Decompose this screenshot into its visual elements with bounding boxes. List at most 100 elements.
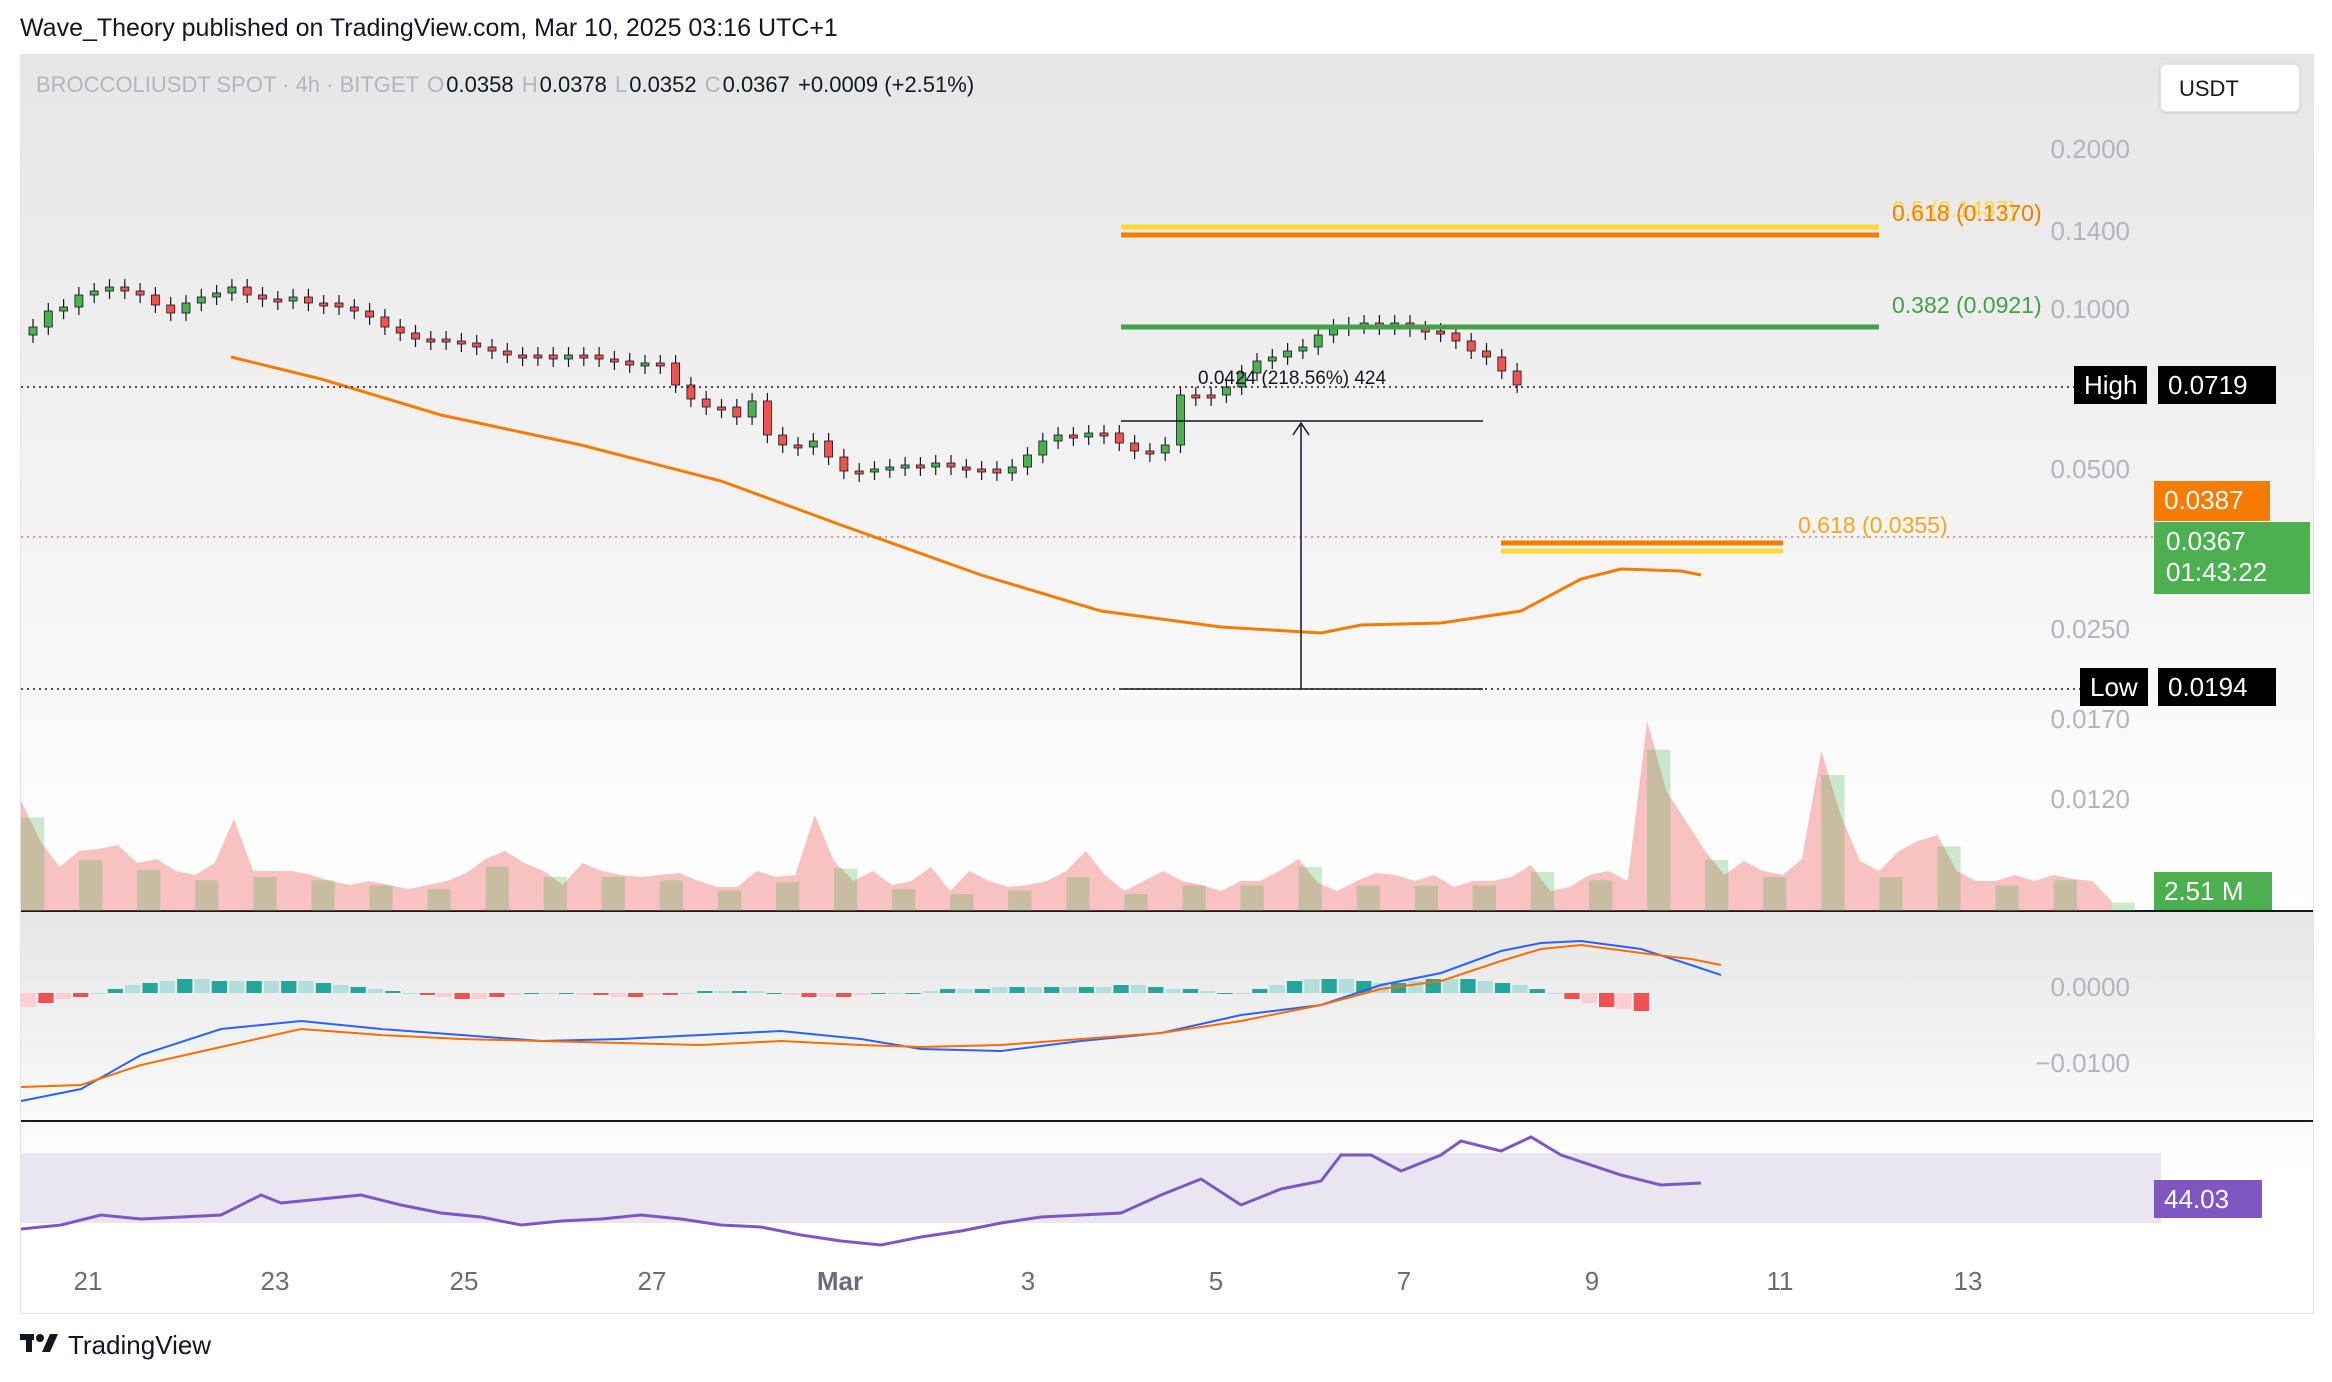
- macd-histogram-bar: [1009, 987, 1025, 993]
- candle-body: [227, 286, 237, 294]
- candle-body: [1114, 432, 1124, 444]
- macd-histogram-bar: [836, 993, 852, 997]
- macd-histogram-bar: [870, 993, 886, 994]
- macd-histogram-bar: [1026, 987, 1042, 993]
- candle-body: [1313, 334, 1323, 348]
- time-axis-label: 27: [637, 1266, 667, 1296]
- candle-body: [319, 302, 329, 307]
- volume-bar: [601, 877, 625, 911]
- candle-body: [518, 354, 528, 359]
- macd-histogram-bar: [662, 993, 678, 995]
- macd-histogram-bar: [1061, 987, 1077, 993]
- candle-body: [502, 350, 512, 356]
- candle-body: [120, 286, 130, 292]
- macd-histogram-bar: [1633, 993, 1649, 1011]
- macd-histogram-bar: [992, 987, 1008, 993]
- last-price-tag: 0.0367 01:43:22: [2154, 522, 2310, 594]
- candle-body: [717, 406, 726, 411]
- macd-histogram-bar: [679, 993, 696, 994]
- macd-histogram-bar: [1252, 989, 1268, 993]
- candle-body: [900, 464, 910, 469]
- price-chart-canvas[interactable]: [21, 55, 2313, 1313]
- candle-body: [150, 294, 160, 306]
- volume-bar: [21, 817, 45, 911]
- candle-body: [1283, 350, 1292, 358]
- candle-body: [487, 346, 497, 352]
- volume-bar: [1530, 871, 1555, 911]
- candle-body: [916, 464, 925, 469]
- price-axis-label: 0.2000: [2050, 134, 2130, 164]
- candle-body: [303, 296, 313, 304]
- macd-histogram-bar: [73, 993, 89, 997]
- low-tag-value: 0.0194: [2158, 668, 2276, 706]
- volume-bar: [311, 880, 335, 911]
- candle-body: [472, 342, 482, 348]
- volume-bar: [253, 877, 277, 911]
- price-axis-label: 0.0120: [2050, 784, 2130, 814]
- time-axis-label: 23: [260, 1266, 290, 1296]
- volume-bar: [1763, 877, 1787, 911]
- macd-histogram-bar: [922, 991, 938, 993]
- macd-histogram-bar: [437, 993, 453, 997]
- volume-bar: [1647, 749, 1671, 911]
- candle-body: [640, 362, 650, 367]
- rsi-line: [21, 1135, 1702, 1247]
- candle-body: [1237, 372, 1247, 388]
- time-axis-label: 11: [1766, 1266, 1794, 1296]
- symbol-name[interactable]: BROCCOLIUSDT SPOT · 4h · BITGET: [36, 72, 420, 97]
- chart-area[interactable]: [20, 54, 2314, 1314]
- candle-body: [380, 316, 390, 328]
- macd-histogram-bar: [402, 993, 418, 994]
- macd-histogram-bar: [367, 989, 384, 993]
- macd-histogram-bar: [1442, 979, 1459, 993]
- volume-bar: [950, 894, 974, 911]
- macd-histogram-bar: [1113, 985, 1129, 993]
- candle-body: [732, 406, 742, 418]
- time-axis-label: 3: [1020, 1266, 1036, 1296]
- rsi-tag: 44.03: [2154, 1180, 2262, 1218]
- macd-histogram-bar: [697, 991, 713, 993]
- price-axis-label: 0.1000: [2050, 294, 2130, 324]
- currency-button[interactable]: USDT: [2160, 64, 2300, 112]
- macd-histogram-bar: [1200, 991, 1216, 993]
- volume-bar: [1705, 860, 1729, 911]
- last-price-value: 0.0367: [2166, 526, 2246, 556]
- candle-body: [1206, 394, 1216, 399]
- open-value: 0.0358: [446, 72, 514, 97]
- macd-histogram-bar: [1096, 987, 1112, 993]
- time-axis-label: 25: [449, 1266, 479, 1296]
- volume-bar: [1240, 885, 1264, 911]
- macd-histogram-bar: [55, 993, 71, 999]
- candle-body: [946, 462, 956, 468]
- tradingview-brand[interactable]: TradingView: [20, 1330, 211, 1361]
- macd-histogram-bar: [766, 993, 782, 994]
- volume-bar: [79, 860, 103, 911]
- macd-histogram-bar: [627, 993, 644, 997]
- volume-bar: [2111, 902, 2135, 911]
- macd-histogram-bar: [194, 979, 210, 993]
- symbol-ohlc-bar: BROCCOLIUSDT SPOT · 4h · BITGET O0.0358 …: [36, 72, 976, 98]
- macd-histogram-bar: [142, 983, 158, 993]
- candle-body: [166, 304, 176, 314]
- high-tag-label: High: [2074, 366, 2148, 404]
- macd-histogram-bar: [940, 989, 956, 993]
- candle-body: [181, 302, 191, 314]
- volume-bar: [1821, 775, 1845, 911]
- tradingview-logo-icon: [20, 1330, 60, 1361]
- candle-body: [931, 462, 941, 468]
- macd-histogram-bar: [541, 993, 557, 994]
- macd-histogram-bar: [523, 993, 540, 994]
- volume-bar: [1937, 846, 1961, 911]
- volume-bar: [1472, 885, 1497, 911]
- macd-histogram-bar: [1044, 987, 1060, 993]
- macd-histogram-bar: [350, 987, 366, 993]
- macd-histogram-bar: [1494, 983, 1511, 993]
- macd-histogram-bar: [1512, 985, 1528, 993]
- volume-bar: [2053, 880, 2077, 911]
- macd-histogram-bar: [1165, 989, 1181, 993]
- macd-histogram-bar: [471, 993, 488, 999]
- candle-body: [1191, 394, 1201, 399]
- candle-body: [655, 362, 665, 367]
- candle-body: [395, 326, 405, 334]
- macd-pane-bg: [21, 912, 2313, 1174]
